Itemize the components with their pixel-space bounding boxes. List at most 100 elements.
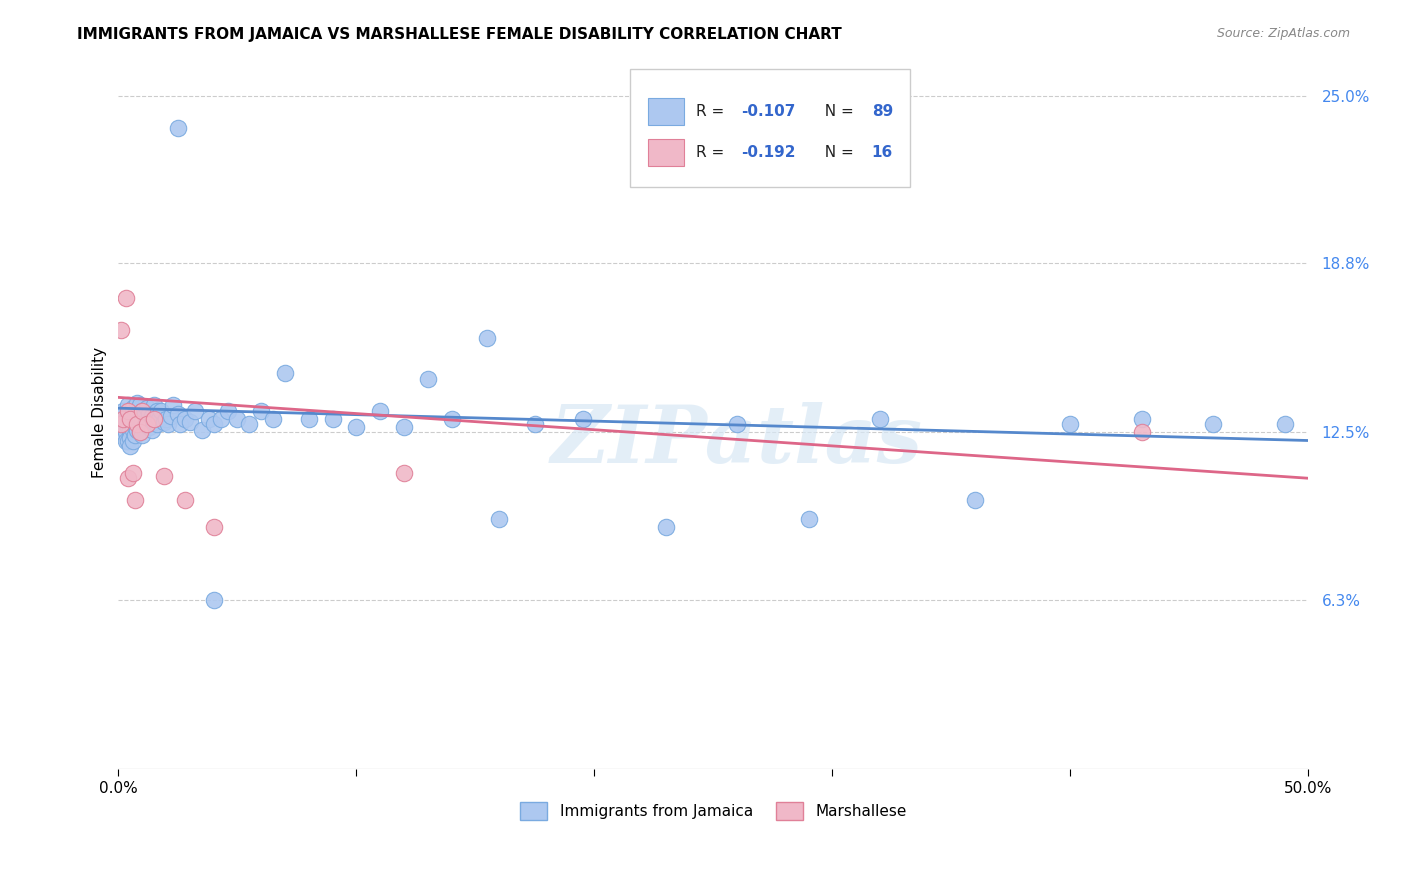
Point: [114, 434, 136, 448]
Point: [174, 492, 197, 507]
Point: [250, 404, 273, 418]
Point: [1130, 425, 1153, 440]
Point: [138, 407, 160, 421]
Text: N =: N =: [814, 145, 858, 161]
Point: [190, 423, 212, 437]
Point: [143, 412, 166, 426]
Point: [141, 423, 163, 437]
Text: -0.192: -0.192: [741, 145, 796, 161]
Point: [121, 415, 143, 429]
Point: [120, 439, 142, 453]
Point: [1274, 417, 1296, 432]
Point: [131, 404, 153, 418]
Point: [114, 291, 136, 305]
Point: [114, 412, 136, 426]
Point: [110, 417, 132, 432]
Point: [131, 428, 153, 442]
Point: [392, 420, 415, 434]
Point: [152, 468, 174, 483]
Point: [117, 420, 139, 434]
Point: [202, 417, 225, 432]
Text: IMMIGRANTS FROM JAMAICA VS MARSHALLESE FEMALE DISABILITY CORRELATION CHART: IMMIGRANTS FROM JAMAICA VS MARSHALLESE F…: [77, 27, 842, 42]
Point: [121, 401, 143, 416]
Point: [145, 404, 167, 418]
Point: [112, 425, 135, 440]
Point: [127, 396, 149, 410]
Point: [157, 417, 180, 432]
Point: [274, 366, 297, 380]
Point: [110, 409, 132, 424]
Point: [131, 415, 153, 429]
FancyBboxPatch shape: [648, 98, 683, 125]
Point: [152, 415, 174, 429]
FancyBboxPatch shape: [630, 70, 910, 187]
Point: [112, 404, 135, 418]
Point: [136, 401, 159, 416]
Y-axis label: Female Disability: Female Disability: [93, 347, 107, 478]
Point: [128, 425, 150, 440]
Point: [141, 409, 163, 424]
Point: [209, 412, 232, 426]
Point: [114, 425, 136, 440]
Point: [179, 415, 201, 429]
Point: [120, 431, 142, 445]
Point: [117, 434, 139, 448]
Point: [120, 423, 142, 437]
Point: [322, 412, 344, 426]
Point: [183, 404, 205, 418]
Point: [346, 420, 368, 434]
Point: [143, 415, 166, 429]
Point: [120, 412, 142, 426]
Text: R =: R =: [696, 104, 728, 120]
Legend: Immigrants from Jamaica, Marshallese: Immigrants from Jamaica, Marshallese: [513, 796, 912, 826]
Point: [131, 404, 153, 418]
Point: [202, 592, 225, 607]
Point: [162, 399, 184, 413]
Point: [174, 412, 197, 426]
Point: [114, 415, 136, 429]
Point: [725, 417, 748, 432]
Point: [869, 412, 891, 426]
Point: [148, 412, 170, 426]
Point: [138, 420, 160, 434]
Point: [226, 412, 249, 426]
Point: [202, 520, 225, 534]
Point: [117, 399, 139, 413]
Point: [124, 417, 146, 432]
Point: [298, 412, 321, 426]
Point: [136, 417, 159, 432]
Point: [127, 423, 149, 437]
Point: [1202, 417, 1225, 432]
Point: [134, 417, 156, 432]
Point: [571, 412, 593, 426]
FancyBboxPatch shape: [648, 139, 683, 166]
Point: [965, 492, 987, 507]
Point: [167, 407, 190, 421]
Text: ZIPatlas: ZIPatlas: [551, 402, 924, 480]
Point: [440, 412, 463, 426]
Point: [121, 466, 143, 480]
Point: [110, 323, 132, 337]
Point: [1130, 412, 1153, 426]
Point: [262, 412, 284, 426]
Point: [655, 520, 678, 534]
Point: [392, 466, 415, 480]
Point: [128, 425, 150, 440]
Point: [155, 412, 177, 426]
Text: -0.107: -0.107: [741, 104, 796, 120]
Point: [523, 417, 546, 432]
Text: N =: N =: [814, 104, 858, 120]
Point: [120, 412, 142, 426]
Point: [124, 492, 146, 507]
Point: [198, 412, 221, 426]
Point: [159, 409, 181, 424]
Point: [117, 471, 139, 485]
Point: [797, 511, 820, 525]
Point: [416, 371, 439, 385]
Text: Source: ZipAtlas.com: Source: ZipAtlas.com: [1216, 27, 1350, 40]
Point: [136, 417, 159, 432]
Point: [127, 409, 149, 424]
Point: [488, 511, 510, 525]
Point: [112, 412, 135, 426]
Point: [169, 417, 191, 432]
